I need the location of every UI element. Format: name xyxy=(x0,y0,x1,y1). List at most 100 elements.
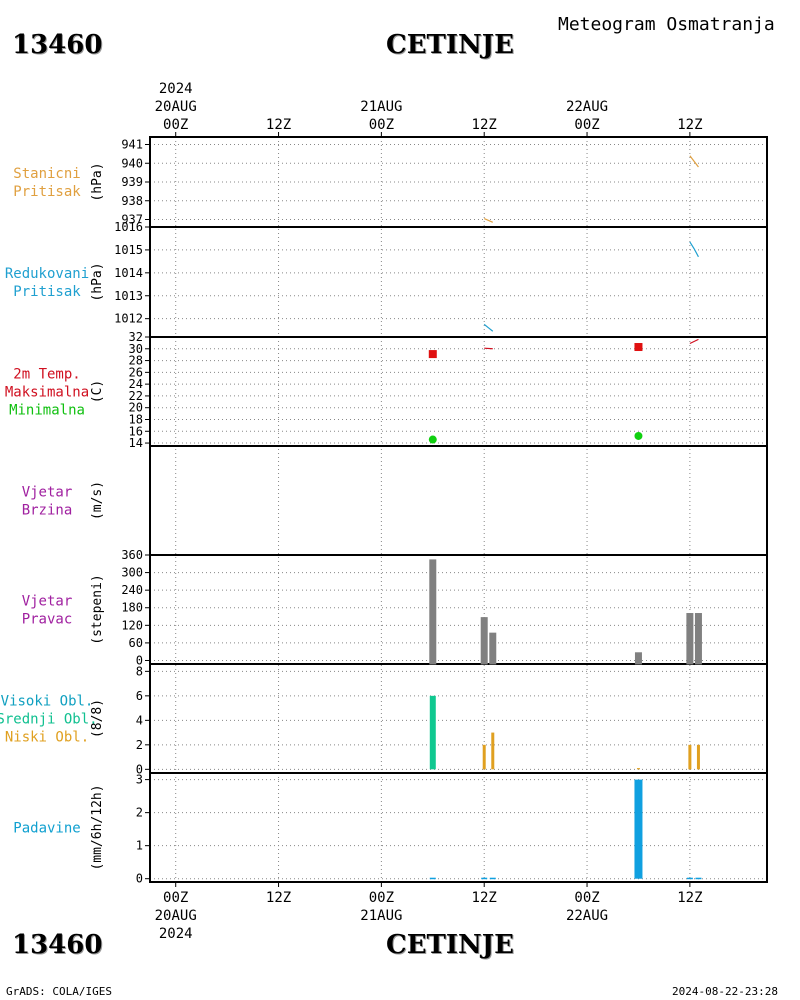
y-tick-label: 4 xyxy=(136,713,143,727)
y-tick-label: 1 xyxy=(136,839,143,853)
y-tick-label: 2 xyxy=(136,806,143,820)
panel-label: Minimalna xyxy=(9,403,85,419)
axis-unit-label: (C) xyxy=(90,380,105,403)
x-tick-label-bottom: 00Z xyxy=(163,890,188,906)
axis-unit-label: (hPa) xyxy=(90,162,105,201)
axis-unit-label: (mm/6h/12h) xyxy=(90,784,105,870)
y-tick-label: 32 xyxy=(129,330,143,344)
y-tick-label: 28 xyxy=(129,354,143,368)
low-cloud-bar xyxy=(688,744,692,770)
low-cloud-bar xyxy=(636,768,640,770)
panel-label: Visoki Obl. xyxy=(1,694,94,710)
panel-label: Pritisak xyxy=(13,284,81,300)
x-tick-label-top: 00Z xyxy=(369,117,394,133)
y-tick-label: 1016 xyxy=(114,220,143,234)
x-date-label-top: 22AUG xyxy=(566,99,608,115)
x-tick-label-top: 00Z xyxy=(574,117,599,133)
wind-direction-bar xyxy=(694,613,702,665)
chart-frame xyxy=(149,136,768,883)
y-tick-label: 940 xyxy=(121,156,143,170)
x-year-label-top: 2024 xyxy=(159,81,193,97)
y-tick-label: 1015 xyxy=(114,243,143,257)
y-tick-label: 300 xyxy=(121,566,143,580)
station-id: 13460 xyxy=(12,30,103,60)
panel-label: Stanicni xyxy=(13,166,80,182)
y-tick-label: 2 xyxy=(136,738,143,752)
panel-label: Brzina xyxy=(22,503,73,519)
y-tick-label: 6 xyxy=(136,689,143,703)
y-tick-label: 8 xyxy=(136,664,143,678)
tmax-point xyxy=(428,350,437,359)
y-tick-label: 30 xyxy=(129,342,143,356)
high-cloud-bar xyxy=(429,695,436,770)
x-tick-label-top: 12Z xyxy=(266,117,291,133)
y-tick-label: 0 xyxy=(136,872,143,886)
axis-unit-label: (hPa) xyxy=(90,262,105,301)
station-pressure-line xyxy=(689,155,699,168)
wind-direction-bar xyxy=(634,652,642,665)
wind-direction-bar xyxy=(686,613,694,665)
low-cloud-bar xyxy=(482,744,486,770)
wind-direction-bar xyxy=(480,617,488,665)
y-tick-label: 22 xyxy=(129,389,143,403)
y-tick-label: 0 xyxy=(136,653,143,667)
panel-label: Redukovani xyxy=(5,266,89,282)
y-tick-label: 0 xyxy=(136,762,143,776)
y-tick-label: 1014 xyxy=(114,266,143,280)
wind-direction-bar xyxy=(429,559,437,665)
low-cloud-bar xyxy=(696,744,700,770)
axis-unit-label: (m/s) xyxy=(90,481,105,520)
station-id-footer: 13460 xyxy=(12,930,103,960)
station-name: CETINJE xyxy=(386,30,514,60)
wind-direction-bar xyxy=(489,632,497,665)
y-tick-label: 937 xyxy=(121,213,143,227)
y-tick-label: 26 xyxy=(129,365,143,379)
precipitation-bar xyxy=(634,779,643,879)
y-tick-label: 939 xyxy=(121,175,143,189)
y-tick-label: 24 xyxy=(129,377,143,391)
x-date-label-bottom: 22AUG xyxy=(566,908,608,924)
x-tick-label-bottom: 12Z xyxy=(677,890,702,906)
x-tick-label-top: 12Z xyxy=(677,117,702,133)
panel-label: Maksimalna xyxy=(5,385,89,401)
x-tick-label-bottom: 12Z xyxy=(266,890,291,906)
x-tick-label-bottom: 00Z xyxy=(574,890,599,906)
station-pressure-line xyxy=(483,218,494,223)
panel-label: Pritisak xyxy=(13,184,81,200)
axis-unit-label: (8/8) xyxy=(90,699,105,738)
y-tick-label: 1013 xyxy=(114,289,143,303)
precipitation-bar xyxy=(481,877,488,880)
y-tick-label: 180 xyxy=(121,601,143,615)
reduced-pressure-line xyxy=(689,241,699,258)
panel-label: Vjetar xyxy=(22,594,73,610)
y-tick-label: 941 xyxy=(121,138,143,152)
x-date-label-top: 21AUG xyxy=(360,99,402,115)
y-tick-label: 14 xyxy=(129,436,143,450)
t2m-line xyxy=(689,338,699,345)
y-tick-label: 360 xyxy=(121,548,143,562)
y-tick-label: 1012 xyxy=(114,312,143,326)
y-tick-label: 16 xyxy=(129,424,143,438)
x-tick-label-top: 00Z xyxy=(163,117,188,133)
y-tick-label: 60 xyxy=(129,636,143,650)
x-year-label-bottom: 2024 xyxy=(159,926,193,942)
x-date-label-top: 20AUG xyxy=(155,99,197,115)
y-tick-label: 120 xyxy=(121,618,143,632)
t2m-line xyxy=(484,347,493,350)
y-tick-label: 3 xyxy=(136,773,143,787)
panel-label: Pravac xyxy=(22,612,73,628)
footer-timestamp: 2024-08-22-23:28 xyxy=(672,985,778,998)
x-date-label-bottom: 20AUG xyxy=(155,908,197,924)
precipitation-bar xyxy=(686,877,693,880)
tmax-point xyxy=(634,343,643,352)
meteogram-title: Meteogram Osmatranja xyxy=(558,14,775,35)
y-tick-label: 240 xyxy=(121,583,143,597)
y-tick-label: 18 xyxy=(129,412,143,426)
low-cloud-bar xyxy=(491,732,495,770)
tmin-point xyxy=(634,431,643,440)
x-tick-label-bottom: 00Z xyxy=(369,890,394,906)
panel-label: Vjetar xyxy=(22,485,73,501)
station-name-footer: CETINJE xyxy=(386,930,514,960)
precipitation-bar xyxy=(489,877,496,880)
